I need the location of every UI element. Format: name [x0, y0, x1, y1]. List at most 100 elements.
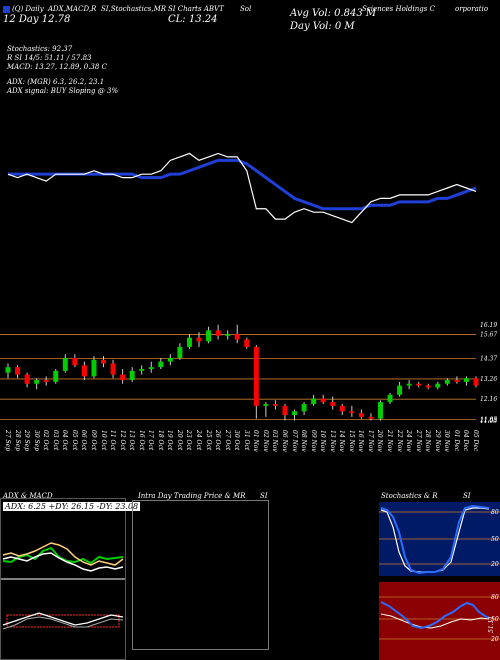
- date-label: 01 Nov: [252, 430, 260, 452]
- date-label: 16 Oct: [137, 430, 145, 451]
- macd-readout: MACD: 13.27, 12.89, 0.38 C: [7, 63, 107, 71]
- candle-body: [311, 398, 317, 404]
- candle-body: [234, 334, 240, 340]
- adx-plus-di-line: [2, 546, 124, 565]
- date-label: 29 Nov: [433, 430, 441, 452]
- candle-body: [5, 367, 11, 373]
- adx-line: [2, 552, 124, 572]
- candle-body: [215, 330, 221, 336]
- adx-signal-readout: ADX signal: BUY Sloping @ 3%: [7, 87, 119, 95]
- adx-readout: ADX: (MGR) 6.3, 26.2, 23.1: [7, 78, 105, 86]
- stoch-tick-80: 80: [491, 509, 499, 516]
- date-label: 17 Oct: [147, 430, 155, 451]
- candle-body: [196, 337, 202, 342]
- date-label: 21 Nov: [386, 430, 394, 452]
- rsi-signal-line: [380, 613, 490, 629]
- close-price: CL: 13.24: [168, 14, 218, 25]
- date-label: 13 Nov: [328, 430, 336, 452]
- date-label: 06 Nov: [280, 430, 288, 452]
- candle-body: [282, 405, 288, 416]
- date-label: 30 Oct: [233, 430, 241, 451]
- date-label: 30 Sep: [32, 430, 40, 452]
- date-label: 03 Nov: [271, 430, 279, 452]
- date-label: 15 Nov: [347, 430, 355, 452]
- stoch-tick-50: 50: [491, 536, 499, 543]
- candle-body: [301, 403, 307, 412]
- intraday-panel: Intra Day Trading Price & MR SI: [132, 492, 269, 650]
- date-label: 14 Nov: [338, 430, 346, 452]
- intraday-si-title: SI: [260, 492, 268, 500]
- candle-body: [53, 370, 59, 382]
- date-label: 03 Oct: [51, 430, 59, 451]
- date-label: 10 Oct: [99, 430, 107, 451]
- date-label: 20 Oct: [175, 430, 183, 451]
- stoch-tick-20: 20: [490, 561, 499, 568]
- ma-period-label: 12 Day 12.78: [3, 14, 71, 25]
- candle-body: [368, 416, 374, 419]
- header-company-3: orporatio: [455, 5, 489, 13]
- candle-body: [330, 402, 336, 406]
- date-label: 28 Nov: [424, 430, 432, 452]
- date-label: 09 Oct: [89, 430, 97, 451]
- candle-body: [120, 374, 126, 381]
- adx-macd-plot: [1, 542, 125, 630]
- date-label: 27 Sep: [4, 430, 11, 452]
- candle-body: [377, 402, 383, 419]
- stochastics-readout: Stochastics: 92.37: [7, 45, 73, 53]
- stoch-k-line: [380, 504, 490, 575]
- candle-body: [186, 337, 192, 347]
- candle-body: [177, 346, 183, 358]
- candle-body: [43, 380, 49, 382]
- date-label: 24 Nov: [405, 430, 413, 452]
- candle-body: [292, 411, 298, 416]
- candle-body: [406, 383, 412, 386]
- date-axis: 27 Sep 28 Sep 29 Sep 30 Sep 02 Oct 03 Oct 04 O…: [4, 430, 479, 452]
- header-indicators-1: ADX,MACD,R: [48, 5, 97, 13]
- macd-histogram: [6, 614, 120, 628]
- date-label: 29 Sep: [23, 430, 31, 452]
- legend-swatch: [3, 6, 10, 13]
- candle-body: [416, 383, 422, 386]
- candle-body: [339, 405, 345, 412]
- header-company-1: Sol: [240, 5, 252, 13]
- adx-values: ADX: 6.25 +DY: 26.15 -DY: 23.08: [3, 502, 141, 511]
- date-label: 05 Dec: [472, 430, 479, 452]
- date-label: 19 Oct: [166, 430, 174, 451]
- date-label: 02 Nov: [261, 430, 269, 452]
- date-label: 26 Oct: [214, 430, 222, 451]
- candle-body: [435, 383, 441, 388]
- candle-body: [129, 370, 135, 381]
- date-label: 18 Oct: [156, 430, 164, 451]
- price-axis-label: 16.19: [480, 322, 497, 329]
- avg-volume: Avg Vol: 0.843 M: [290, 8, 377, 19]
- header-company-2: Sciences Holdings C: [362, 5, 435, 13]
- date-label: 27 Oct: [223, 430, 231, 451]
- date-label: 01 Dec: [452, 430, 460, 452]
- intraday-title: Intra Day Trading Price & MR: [138, 492, 246, 500]
- date-label: 28 Sep: [13, 430, 21, 452]
- candle-body: [24, 374, 30, 384]
- candle-body: [110, 363, 116, 375]
- candle-body: [463, 378, 469, 382]
- stoch-si-title: SI: [463, 492, 471, 500]
- rsi-tick-20: 20: [490, 636, 499, 643]
- date-label: 22 Nov: [395, 430, 403, 452]
- candle-body: [148, 367, 154, 370]
- date-label: 24 Oct: [195, 430, 203, 451]
- date-label: 04 Oct: [61, 430, 69, 451]
- adx-macd-title: ADX & MACD: [3, 492, 53, 500]
- candle-body: [473, 378, 479, 386]
- candle-body: [425, 385, 431, 388]
- candle-body: [272, 403, 278, 406]
- price-axis-label: 14.37: [480, 356, 497, 363]
- candle-body: [263, 403, 269, 406]
- price-axis-label: 11.03: [480, 417, 497, 424]
- date-label: 12 Oct: [118, 430, 126, 451]
- candle-body: [91, 359, 97, 377]
- candle-body: [225, 334, 231, 336]
- adx-minus-di-line: [2, 542, 124, 566]
- rsi-line: [380, 601, 490, 630]
- date-label: 23 Oct: [185, 430, 193, 451]
- candle-body: [444, 380, 450, 384]
